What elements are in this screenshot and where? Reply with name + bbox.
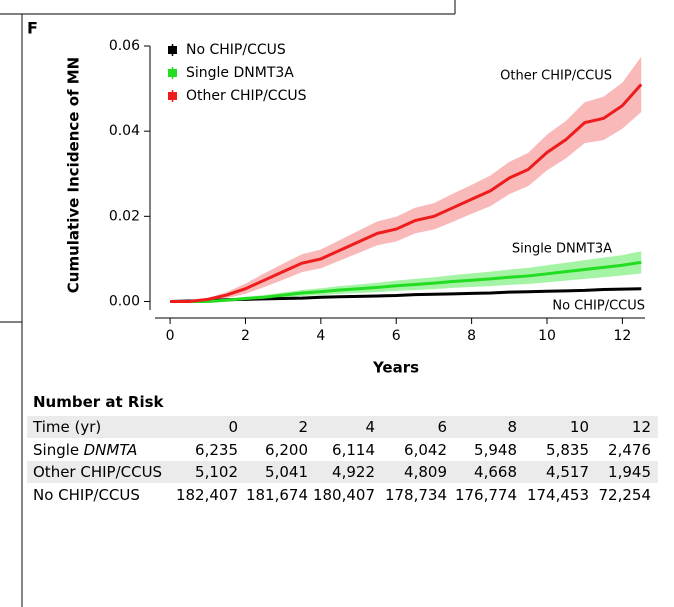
curve-label: Single DNMT3A [512, 242, 612, 257]
table-cell: 178,734 [384, 485, 447, 504]
table-title: Number at Risk [33, 393, 164, 411]
x-tick-label: 6 [392, 328, 401, 344]
table-cell: 5,948 [474, 440, 517, 459]
table-cell: 4,668 [474, 463, 517, 481]
table-cell: 180,407 [312, 485, 375, 504]
table-cell: 4,517 [546, 463, 589, 481]
header-cell: 2 [298, 418, 308, 436]
header-cell: 8 [507, 418, 517, 436]
table-row: Time (yr) 0 2 4 6 8 10 12 [27, 416, 658, 438]
x-tick-label: 0 [166, 328, 175, 344]
table-cell: 4,809 [404, 463, 447, 481]
incidence-line [170, 83, 643, 303]
table-cell: 1,945 [608, 463, 651, 481]
table-cell: 176,774 [454, 485, 517, 504]
table-cell: 2,476 [608, 440, 651, 459]
curve-label: Other CHIP/CCUS [500, 69, 612, 84]
x-tick-label: 12 [613, 328, 631, 344]
table-cell: 6,042 [404, 440, 447, 459]
header-cell: 0 [228, 418, 238, 436]
header-cell: 4 [365, 418, 375, 436]
table-cell: 6,114 [332, 440, 375, 459]
row-label-part: Other CHIP/CCUS [33, 463, 163, 481]
legend-label: No CHIP/CCUS [186, 42, 286, 58]
table-row: No CHIP/CCUS 182,407 181,674 180,407 178,734… [27, 484, 658, 506]
table-cell: 181,674 [245, 485, 308, 504]
y-tick-label: 0.04 [109, 123, 140, 139]
x-tick-label: 4 [316, 328, 325, 344]
table-row: Single DNMTA 6,235 6,200 6,114 6,042 5,948 5,83… [27, 439, 658, 461]
table-cell: 6,235 [195, 440, 238, 459]
table-cell: 4,922 [332, 463, 375, 481]
header-cell: 10 [569, 418, 589, 436]
y-axis-label: Cumulative Incidence of MN [65, 57, 83, 293]
y-tick-label: 0.06 [109, 38, 140, 54]
table-cell: 182,407 [175, 485, 238, 504]
x-tick-label: 2 [241, 328, 250, 344]
legend-label: Other CHIP/CCUS [186, 88, 307, 104]
row-label-part: DNMTA [83, 440, 138, 459]
header-cell: 6 [437, 418, 447, 436]
table-cell: 174,453 [526, 485, 589, 504]
row-label-part: Single [33, 440, 80, 459]
curve-label: No CHIP/CCUS [552, 299, 645, 314]
header-label: Time (yr) [33, 418, 102, 436]
confidence-band [170, 251, 642, 302]
row-label: Single DNMTA [33, 441, 137, 459]
row-label-part: No CHIP/CCUS [33, 485, 140, 504]
legend-label: Single DNMT3A [186, 65, 294, 81]
panel-label: F [27, 19, 38, 38]
table-cell: 6,200 [265, 440, 308, 459]
x-tick-label: 10 [538, 328, 556, 344]
table-cell: 5,102 [195, 463, 238, 481]
incidence-line [170, 260, 642, 303]
x-tick-label: 8 [467, 328, 476, 344]
header-cell: 12 [631, 418, 651, 436]
y-tick-label: 0.00 [109, 293, 140, 309]
x-axis-label: Years [372, 359, 419, 377]
table-cell: 72,254 [598, 485, 652, 504]
table-cell: 5,041 [265, 463, 308, 481]
table-cell: 5,835 [546, 440, 589, 459]
row-label: Other CHIP/CCUS [33, 463, 162, 481]
y-tick-label: 0.02 [109, 208, 140, 224]
table-row: Other CHIP/CCUS 5,102 5,041 4,922 4,809 4,668… [27, 461, 658, 483]
row-label: No CHIP/CCUS [33, 486, 140, 504]
